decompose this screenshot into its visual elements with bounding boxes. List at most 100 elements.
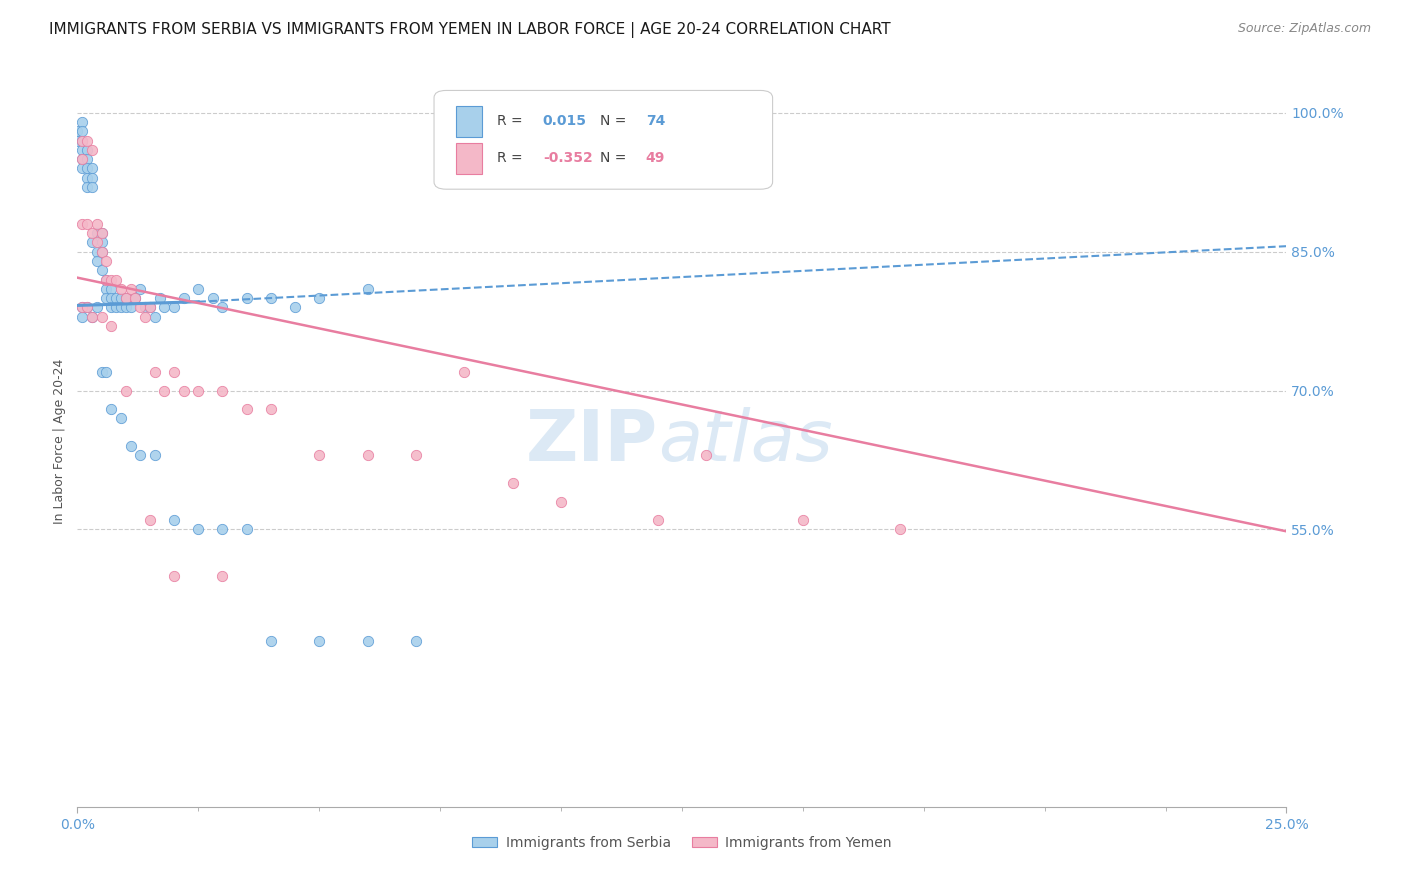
Point [356,282,378,296]
Point [96,272,118,286]
Point [889,523,911,537]
Point [647,513,669,527]
Point [173,384,195,398]
Bar [456,106,482,136]
Point [173,291,195,305]
Point [120,282,142,296]
Point [100,318,122,333]
Point [143,310,166,324]
Point [86,244,108,259]
Point [105,272,128,286]
Text: atlas: atlas [658,407,832,476]
Point [76,217,98,231]
Point [90,226,112,240]
Point [110,300,132,314]
Point [90,365,112,379]
Text: -0.352: -0.352 [543,152,592,165]
Point [114,384,136,398]
Point [114,291,136,305]
Point [143,365,166,379]
Point [211,523,233,537]
Point [124,291,146,305]
Text: N =: N = [600,152,630,165]
Point [163,569,186,583]
FancyBboxPatch shape [434,90,773,189]
Point [260,402,283,417]
Point [80,226,103,240]
Point [70,161,93,176]
Point [163,365,186,379]
Point [148,291,170,305]
Point [308,291,330,305]
Point [96,365,118,379]
Point [211,384,233,398]
Point [96,282,118,296]
Point [90,263,112,277]
Point [86,226,108,240]
Point [105,300,128,314]
Point [110,411,132,425]
Point [76,143,98,157]
Point [187,384,209,398]
Point [76,152,98,166]
Point [153,300,176,314]
Point [90,244,112,259]
Point [308,633,330,648]
Point [70,115,93,129]
Text: Source: ZipAtlas.com: Source: ZipAtlas.com [1237,22,1371,36]
Point [70,300,93,314]
Point [405,449,427,463]
Point [100,282,122,296]
Point [66,134,89,148]
Point [70,300,93,314]
Point [163,300,186,314]
Bar [456,143,482,174]
Text: 0.015: 0.015 [543,114,586,128]
Point [163,513,186,527]
Point [76,134,98,148]
Point [235,402,257,417]
Text: R =: R = [496,152,527,165]
Point [66,124,89,138]
Point [260,633,283,648]
Point [76,180,98,194]
Point [76,300,98,314]
Point [114,300,136,314]
Point [100,300,122,314]
Point [86,254,108,268]
Point [70,152,93,166]
Point [100,291,122,305]
Point [453,365,475,379]
Point [235,291,257,305]
Point [134,300,156,314]
Point [143,449,166,463]
Point [129,300,152,314]
Y-axis label: In Labor Force | Age 20-24: In Labor Force | Age 20-24 [53,359,66,524]
Point [70,310,93,324]
Point [80,310,103,324]
Point [80,180,103,194]
Point [129,282,152,296]
Point [502,476,524,491]
Point [90,235,112,250]
Point [187,523,209,537]
Point [120,439,142,453]
Point [550,494,572,508]
Point [76,300,98,314]
Point [90,244,112,259]
Legend: Immigrants from Serbia, Immigrants from Yemen: Immigrants from Serbia, Immigrants from … [467,830,897,855]
Point [80,170,103,185]
Point [86,300,108,314]
Point [139,513,162,527]
Point [405,633,427,648]
Point [96,254,118,268]
Point [105,291,128,305]
Point [308,449,330,463]
Point [80,161,103,176]
Point [139,300,162,314]
Point [70,143,93,157]
Point [187,282,209,296]
Point [80,143,103,157]
Point [96,272,118,286]
Point [90,310,112,324]
